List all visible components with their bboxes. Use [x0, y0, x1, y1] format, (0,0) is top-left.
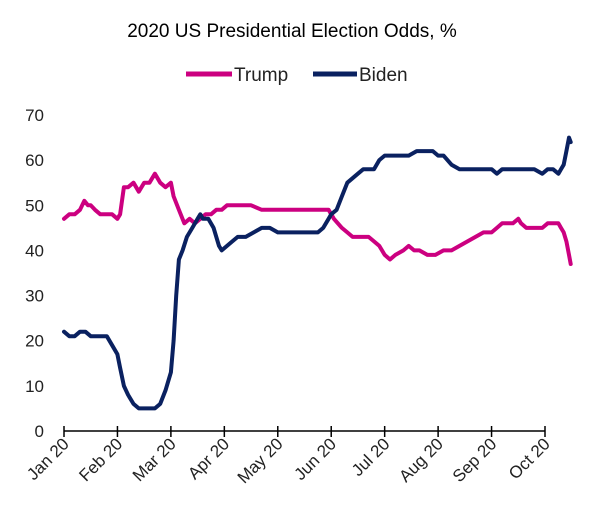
x-tick-label: Jun 20 [291, 434, 341, 484]
y-tick-label: 30 [25, 287, 44, 306]
legend-label-trump: Trump [234, 65, 288, 86]
series-line-trump [62, 171, 573, 266]
x-tick-label: Jan 20 [23, 434, 73, 484]
x-tick-label: Jul 20 [348, 434, 394, 480]
x-tick-label: Aug 20 [395, 434, 447, 486]
y-tick-label: 70 [25, 106, 44, 125]
y-tick-label: 60 [25, 151, 44, 170]
y-tick-label: 40 [25, 241, 44, 260]
y-axis-ticks: 0 10 20 30 40 50 60 70 [25, 106, 44, 441]
x-tick-label: Mar 20 [129, 434, 180, 485]
x-tick-label: Oct 20 [505, 434, 554, 483]
y-tick-label: 0 [35, 422, 44, 441]
x-tick-label: Sep 20 [449, 434, 501, 486]
x-tick-label: May 20 [234, 434, 287, 487]
y-tick-label: 20 [25, 332, 44, 351]
x-tick-label: Apr 20 [184, 434, 233, 483]
x-tick-label: Feb 20 [75, 434, 126, 485]
x-axis: Jan 20 Feb 20 Mar 20 Apr 20 May 20 Jun 20 Jul … [23, 426, 554, 487]
y-tick-label: 10 [25, 377, 44, 396]
series-line-biden [62, 135, 573, 411]
legend-label-biden: Biden [359, 65, 408, 86]
series-layer [62, 135, 573, 411]
chart-title: 2020 US Presidential Election Odds, % [127, 21, 457, 42]
y-tick-label: 50 [25, 196, 44, 215]
legend: Trump Biden [186, 65, 408, 86]
